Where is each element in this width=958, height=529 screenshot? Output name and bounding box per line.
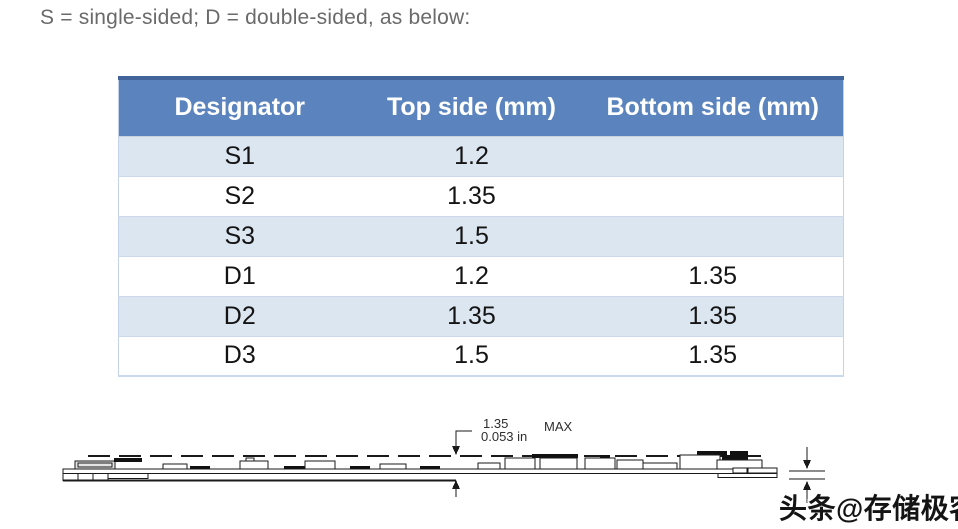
dimension-label-max: MAX (544, 419, 573, 434)
component (77, 462, 113, 468)
component (732, 467, 748, 474)
bottom-side-cell: 1.35 (582, 256, 844, 297)
top-side-cell: 1.5 (360, 216, 583, 257)
top-side-cell: 1.5 (360, 336, 583, 377)
column-header-bottom-side: Bottom side (mm) (582, 76, 844, 137)
component (420, 466, 440, 469)
designator-cell: D2 (118, 296, 361, 337)
component (722, 455, 748, 460)
intro-text: S = single-sided; D = double-sided, as b… (40, 6, 471, 29)
watermark-text: 头条@存储极客 (779, 493, 958, 524)
top-side-cell: 1.2 (360, 136, 583, 177)
component (190, 466, 210, 469)
component (504, 457, 536, 470)
pcb-board (62, 468, 778, 475)
designator-cell: S1 (118, 136, 361, 177)
table-row: S1 1.2 (118, 136, 844, 177)
dimension-leader (455, 430, 472, 448)
column-header-top-side: Top side (mm) (360, 76, 583, 137)
bottom-side-cell: 1.35 (582, 296, 844, 337)
component (379, 463, 407, 470)
component (642, 462, 678, 470)
bottom-side-cell (582, 216, 844, 257)
dimension-arrow-up (803, 481, 811, 490)
component (477, 462, 501, 470)
pcb-board-right-step (717, 472, 778, 479)
component (730, 451, 748, 455)
dimension-arrow-down (803, 460, 811, 469)
thickness-spec-table: Designator Top side (mm) Bottom side (mm… (118, 76, 844, 377)
edge-connector (62, 472, 109, 482)
column-header-designator: Designator (118, 76, 361, 137)
table-header-row: Designator Top side (mm) Bottom side (mm… (118, 76, 844, 137)
table-row: S3 1.5 (118, 216, 844, 257)
bottom-side-cell (582, 176, 844, 217)
dimension-label-inches: 0.053 in (481, 429, 527, 444)
table-row: D2 1.35 1.35 (118, 296, 844, 337)
table-row: S2 1.35 (118, 176, 844, 217)
dimension-label-mm: 1.35 (483, 416, 508, 431)
designator-cell: D3 (118, 336, 361, 377)
component (697, 451, 727, 455)
component (747, 467, 778, 474)
bottom-side-cell: 1.35 (582, 336, 844, 377)
connector-body (107, 472, 149, 480)
top-side-cell: 1.2 (360, 256, 583, 297)
component (239, 460, 269, 470)
component (350, 466, 370, 469)
designator-cell: D1 (118, 256, 361, 297)
pcb-cross-section-diagram: 1.35 0.053 in MAX (62, 416, 825, 503)
component (245, 457, 255, 462)
component (74, 460, 116, 470)
dimension-arrow-down (452, 446, 460, 455)
component (539, 457, 578, 470)
component (304, 460, 336, 470)
designator-cell: S2 (118, 176, 361, 217)
component (162, 463, 188, 470)
component (284, 466, 306, 469)
component (679, 454, 721, 470)
table-row: D1 1.2 1.35 (118, 256, 844, 297)
component (616, 459, 644, 470)
component (114, 458, 142, 462)
table-row: D3 1.5 1.35 (118, 336, 844, 377)
designator-cell: S3 (118, 216, 361, 257)
component (532, 454, 578, 458)
component (584, 457, 616, 470)
bottom-side-cell (582, 136, 844, 177)
dimension-arrow-up (452, 480, 460, 489)
top-side-cell: 1.35 (360, 296, 583, 337)
top-side-cell: 1.35 (360, 176, 583, 217)
component (600, 455, 610, 458)
